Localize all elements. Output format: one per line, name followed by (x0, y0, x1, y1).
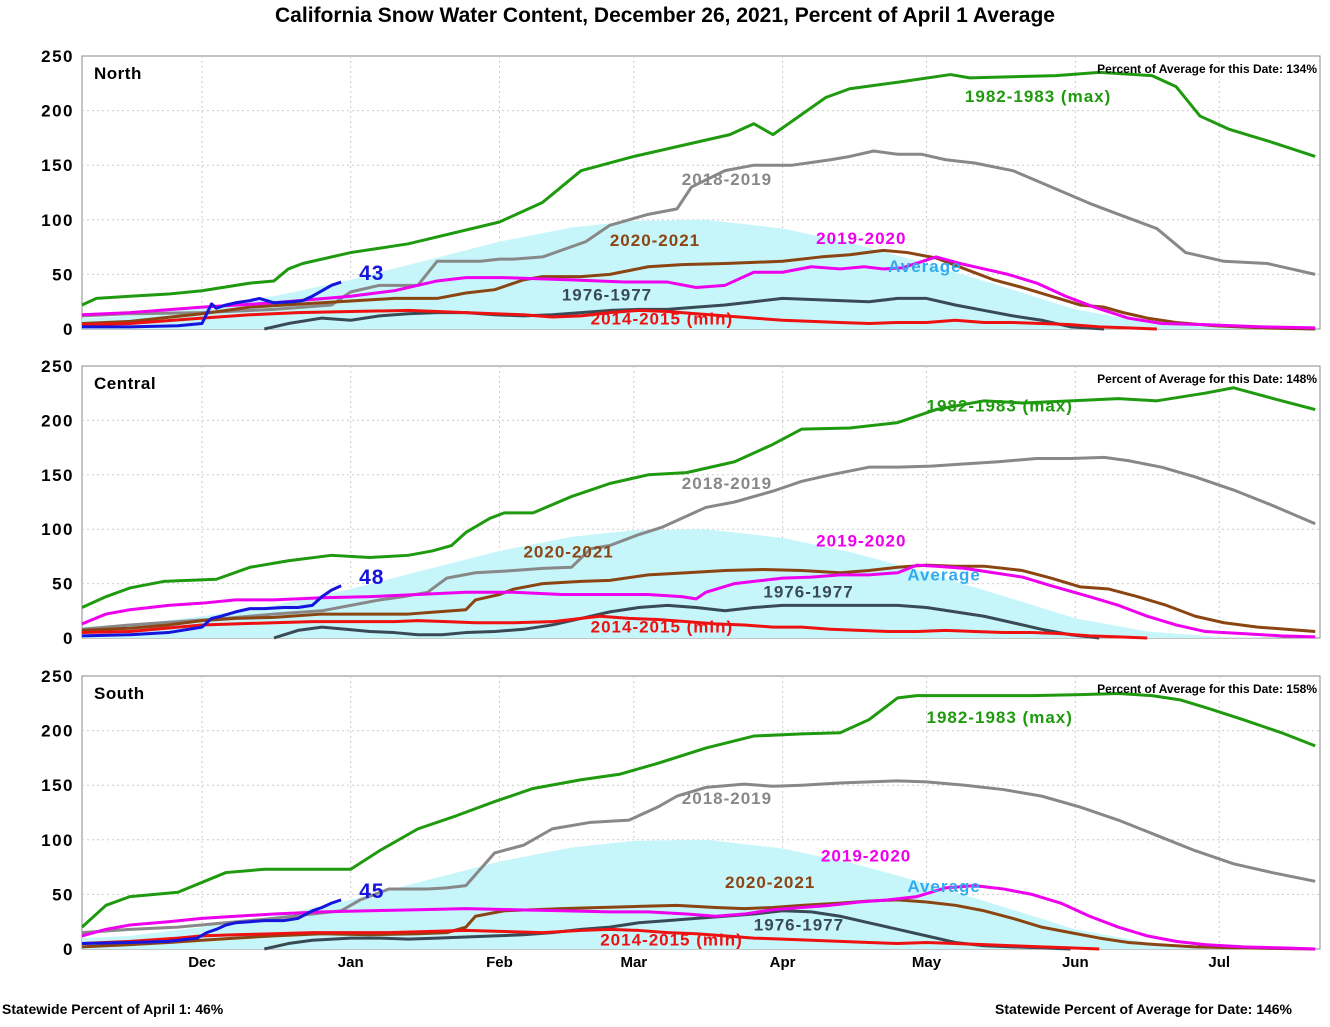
series-max-line (81, 386, 1316, 609)
series-y2019_20-line (81, 884, 1316, 951)
y-tick-label: 200 (41, 102, 74, 121)
y-tick-label: 0 (63, 629, 74, 648)
statewide-april1-percent: Statewide Percent of April 1: 46% (2, 1001, 224, 1017)
y-tick-label: 250 (41, 667, 74, 686)
y-tick-label: 150 (41, 776, 74, 795)
series-label-y2019_20: 2019-2020 (816, 229, 906, 248)
series-y2020_21-line (81, 248, 1316, 331)
series-label-y1976: 1976-1977 (763, 583, 853, 602)
series-label-average: Average (907, 877, 980, 896)
panel-central: 0 50 100 150 200 250 Average 1982-1983 (max) 201… (41, 357, 1321, 648)
y-tick-label: 100 (41, 520, 74, 539)
panel-name: Central (94, 374, 156, 393)
series-label-y2020_21: 2020-2021 (523, 542, 613, 561)
y-tick-label: 50 (52, 575, 74, 594)
y-tick-label: 250 (41, 357, 74, 376)
series-label-y2020_21: 2020-2021 (725, 873, 815, 892)
series-min-line (81, 927, 1100, 951)
series-average-area (82, 529, 1282, 638)
y-tick-label: 150 (41, 156, 74, 175)
x-tick-label-dec: Dec (188, 954, 216, 971)
statewide-date-percent: Statewide Percent of Average for Date: 1… (995, 1001, 1292, 1017)
y-tick-label: 0 (63, 320, 74, 339)
series-min-line (81, 308, 1157, 331)
y-tick-label: 50 (52, 265, 74, 284)
current-value-label: 45 (359, 880, 384, 903)
series-y1976-line (273, 603, 1100, 640)
panel-note: Percent of Average for this Date: 134% (1097, 62, 1317, 76)
series-y1976-line (264, 909, 1071, 951)
panel-north: 0 50 100 150 200 250 Average 1982-1983 (max) 201… (41, 47, 1321, 339)
series-label-y2019_20: 2019-2020 (821, 847, 911, 866)
series-label-y2018: 2018-2019 (682, 474, 772, 493)
series-current-line (81, 898, 342, 946)
series-label-max: 1982-1983 (max) (927, 397, 1073, 416)
panel-note: Percent of Average for this Date: 148% (1097, 372, 1317, 386)
series-label-average: Average (888, 257, 961, 276)
series-y2019_20-line (81, 255, 1316, 330)
chart-title: California Snow Water Content, December … (275, 4, 1055, 27)
y-tick-label: 100 (41, 211, 74, 230)
series-label-min: 2014-2015 (min) (600, 931, 743, 950)
series-label-max: 1982-1983 (max) (965, 87, 1111, 106)
series-y2019_20-line (81, 563, 1316, 639)
current-value-label: 48 (359, 566, 384, 589)
y-tick-label: 200 (41, 411, 74, 430)
panel-name: South (94, 684, 145, 703)
series-y2020_21-line (81, 563, 1316, 633)
series-label-y1976: 1976-1977 (562, 286, 652, 305)
series-average-area (82, 219, 1282, 329)
series-max-line (80, 691, 1316, 929)
x-tick-label-mar: Mar (620, 954, 647, 971)
x-tick-label-jul: Jul (1208, 954, 1230, 971)
series-label-y1976: 1976-1977 (754, 915, 844, 934)
y-tick-label: 100 (41, 831, 74, 850)
series-label-y2018: 2018-2019 (682, 170, 772, 189)
series-label-y2020_21: 2020-2021 (610, 231, 700, 250)
series-current-line (82, 280, 342, 329)
panel-name: North (94, 64, 142, 83)
y-tick-label: 150 (41, 466, 74, 485)
series-label-min: 2014-2015 (min) (591, 310, 734, 329)
x-tick-label-may: May (912, 954, 942, 971)
y-tick-label: 250 (41, 47, 74, 66)
y-tick-label: 50 (52, 885, 74, 904)
series-label-y2019_20: 2019-2020 (816, 532, 906, 551)
series-max-line (81, 70, 1316, 307)
panel-south: 0 50 100 150 200 250 Average 1982-1983 (max) 201… (41, 667, 1321, 959)
series-label-y2018: 2018-2019 (682, 789, 772, 808)
x-tick-label-feb: Feb (486, 954, 513, 971)
series-y1976-line (264, 296, 1105, 331)
x-tick-label-apr: Apr (770, 954, 796, 971)
y-tick-label: 200 (41, 722, 74, 741)
series-label-average: Average (907, 565, 980, 584)
series-label-max: 1982-1983 (max) (927, 708, 1073, 727)
current-value-label: 43 (359, 262, 384, 285)
y-tick-label: 0 (63, 940, 74, 959)
x-tick-label-jun: Jun (1062, 954, 1089, 971)
series-min-line (81, 614, 1148, 640)
series-y2018-line (81, 455, 1316, 631)
series-average-area (82, 839, 1282, 949)
series-label-min: 2014-2015 (min) (591, 618, 734, 637)
series-current-line (81, 584, 342, 638)
x-tick-label-jan: Jan (338, 954, 364, 971)
panel-note: Percent of Average for this Date: 158% (1097, 682, 1317, 696)
series-y2018-line (81, 149, 1316, 318)
